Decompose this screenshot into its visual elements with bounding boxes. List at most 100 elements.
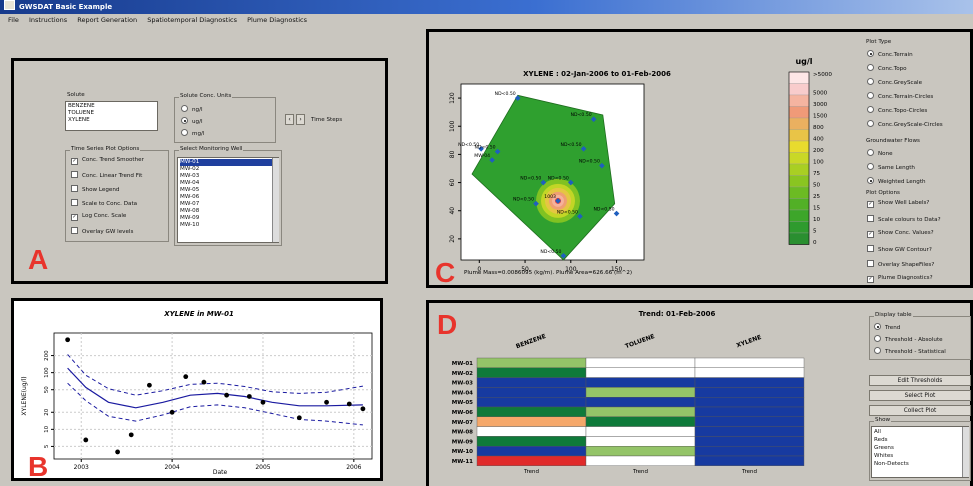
plot-type-option[interactable]: Conc.Terrain-Circles [867,92,933,100]
plot-type-option[interactable]: Conc.GreyScale [867,78,922,86]
ts-option-option[interactable]: Scale to Conc. Data [71,199,137,207]
well-item[interactable]: MW-02 [180,166,200,172]
display-option[interactable]: Threshold - Statistical [874,347,946,355]
show-item[interactable]: All [874,429,881,435]
trend-cell[interactable] [694,377,805,388]
well-item[interactable]: MW-04 [180,180,200,186]
checkbox-icon[interactable] [71,171,78,178]
well-item[interactable]: MW-07 [180,201,200,207]
well-list-scrollbar[interactable] [272,158,279,242]
show-filter-list[interactable]: All Reds Greens Whites Non-Detects [871,426,969,478]
plot-option-option[interactable]: ✓ Show Well Labels? [867,200,929,208]
gw-option[interactable]: Same Length [867,163,915,171]
trend-cell[interactable] [694,387,805,398]
well-item[interactable]: MW-10 [180,222,200,228]
trend-cell[interactable] [476,445,587,457]
trend-cell[interactable] [585,455,696,467]
unit-option[interactable]: ng/l [181,105,203,113]
collect-plot-button[interactable]: Collect Plot [869,405,971,416]
trend-cell[interactable] [476,455,587,467]
trend-cell[interactable] [585,416,696,427]
solute-item[interactable]: XYLENE [68,117,90,123]
radio-icon[interactable] [874,323,881,330]
solute-item[interactable]: TOLUENE [68,110,95,116]
radio-icon[interactable] [867,50,874,57]
display-option[interactable]: Threshold - Absolute [874,335,943,343]
well-item[interactable]: MW-01 [180,159,276,166]
checkbox-icon[interactable]: ✓ [867,276,874,283]
ts-option-option[interactable]: ✓ Conc. Trend Smoother [71,157,144,165]
checkbox-icon[interactable]: ✓ [71,158,78,165]
trend-cell[interactable] [694,367,805,378]
unit-option[interactable]: mg/l [181,129,204,137]
trend-cell[interactable] [476,396,587,408]
plot-option-option[interactable]: Overlay ShapeFiles? [867,260,934,268]
trend-cell[interactable] [476,367,587,378]
well-item[interactable]: MW-03 [180,173,200,179]
time-step-back-button[interactable]: ‹ [285,114,294,125]
radio-icon[interactable] [867,106,874,113]
trend-cell[interactable] [585,396,696,408]
radio-icon[interactable] [867,177,874,184]
trend-cell[interactable] [585,426,696,437]
display-option[interactable]: Trend [874,323,900,331]
plot-option-option[interactable]: ✓ Plume Diagnostics? [867,275,933,283]
trend-cell[interactable] [694,357,805,369]
plot-type-option[interactable]: Conc.Terrain [867,50,913,58]
trend-cell[interactable] [476,357,587,369]
menu-instructions[interactable]: Instructions [28,16,68,24]
radio-icon[interactable] [181,105,188,112]
trend-cell[interactable] [476,387,587,398]
ts-option-option[interactable]: Show Legend [71,185,119,193]
well-item[interactable]: MW-08 [180,208,200,214]
solute-item[interactable]: BENZENE [68,103,95,109]
show-item[interactable]: Whites [874,453,894,459]
well-item[interactable]: MW-05 [180,187,200,193]
trend-cell[interactable] [694,396,805,408]
radio-icon[interactable] [867,64,874,71]
checkbox-icon[interactable] [71,185,78,192]
menu-report-generation[interactable]: Report Generation [77,16,138,24]
trend-cell[interactable] [585,377,696,388]
checkbox-icon[interactable]: ✓ [71,214,78,221]
radio-icon[interactable] [867,149,874,156]
menu-plume-diagnostics[interactable]: Plume Diagnostics [247,16,308,24]
monitoring-well-list[interactable]: MW-01 MW-02 MW-03 MW-04 MW-05 MW-06 MW-07 MW-08… [177,157,279,243]
trend-cell[interactable] [694,426,805,437]
checkbox-icon[interactable] [71,199,78,206]
radio-icon[interactable] [181,117,188,124]
edit-thresholds-button[interactable]: Edit Thresholds [869,375,971,386]
trend-cell[interactable] [476,436,587,447]
plot-option-option[interactable]: Show GW Contour? [867,245,932,253]
trend-cell[interactable] [585,387,696,398]
show-list-scrollbar[interactable] [962,427,969,477]
plot-type-option[interactable]: Conc.GreyScale-Circles [867,120,943,128]
menu-file[interactable]: File [8,16,19,24]
well-item[interactable]: MW-09 [180,215,200,221]
radio-icon[interactable] [867,163,874,170]
checkbox-icon[interactable] [867,260,874,267]
trend-cell[interactable] [585,406,696,418]
radio-icon[interactable] [867,78,874,85]
ts-option-option[interactable]: ✓ Log Conc. Scale [71,213,126,221]
trend-cell[interactable] [694,436,805,447]
plot-option-option[interactable]: ✓ Show Conc. Values? [867,230,934,238]
trend-cell[interactable] [476,416,587,427]
trend-cell[interactable] [476,426,587,437]
menu-spatiotemporal-diagnostics[interactable]: Spatiotemporal Diagnostics [147,16,237,24]
trend-cell[interactable] [694,455,805,467]
radio-icon[interactable] [867,120,874,127]
trend-cell[interactable] [694,406,805,418]
trend-cell[interactable] [585,445,696,457]
gw-option[interactable]: None [867,149,893,157]
show-item[interactable]: Reds [874,437,888,443]
trend-cell[interactable] [585,367,696,378]
checkbox-icon[interactable]: ✓ [867,201,874,208]
ts-option-option[interactable]: Conc. Linear Trend Fit [71,171,142,179]
trend-cell[interactable] [476,377,587,388]
checkbox-icon[interactable] [71,227,78,234]
show-item[interactable]: Greens [874,445,894,451]
radio-icon[interactable] [181,129,188,136]
gw-option[interactable]: Weighted Length [867,177,926,185]
time-step-forward-button[interactable]: › [296,114,305,125]
